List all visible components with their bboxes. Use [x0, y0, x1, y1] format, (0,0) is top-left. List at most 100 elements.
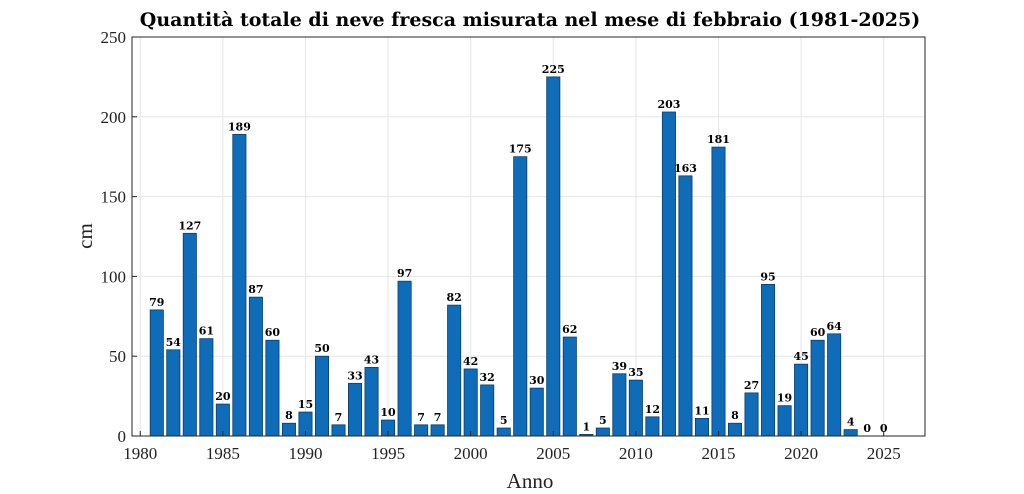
bar: [562, 336, 577, 437]
bar: [348, 382, 363, 437]
bar: [430, 424, 445, 437]
bar: [645, 416, 660, 437]
data-label: 8: [285, 409, 293, 422]
data-label: 12: [645, 403, 660, 416]
data-label: 82: [447, 291, 462, 304]
data-label: 203: [657, 98, 680, 111]
data-label: 35: [628, 366, 643, 379]
bar: [546, 76, 561, 437]
bar: [265, 339, 280, 437]
bar: [529, 387, 544, 437]
bar: [281, 422, 296, 437]
bar: [711, 146, 726, 437]
x-tick-label: 1985: [206, 444, 240, 463]
bar: [728, 422, 743, 437]
bar: [513, 156, 528, 437]
data-label: 163: [674, 162, 697, 175]
bar: [447, 304, 462, 437]
data-label: 32: [480, 371, 495, 384]
data-label: 95: [760, 270, 775, 283]
data-label: 79: [149, 296, 164, 309]
x-tick-label: 1990: [288, 444, 322, 463]
data-label: 7: [335, 411, 343, 424]
bar: [232, 133, 247, 437]
data-label: 127: [178, 219, 201, 232]
x-tick-label: 1980: [123, 444, 157, 463]
data-label: 8: [731, 409, 739, 422]
bar: [595, 427, 610, 437]
x-tick-label: 2005: [536, 444, 570, 463]
data-label: 33: [347, 369, 362, 382]
bar: [166, 349, 181, 437]
data-label: 181: [707, 133, 730, 146]
data-label: 5: [599, 414, 607, 427]
data-label: 10: [380, 406, 396, 419]
data-label: 62: [562, 323, 577, 336]
data-label: 5: [500, 414, 508, 427]
x-tick-label: 2000: [454, 444, 488, 463]
bar: [678, 175, 693, 437]
data-label: 50: [314, 342, 330, 355]
data-label: 175: [509, 143, 532, 156]
bar: [397, 280, 412, 437]
x-axis-label: Anno: [507, 469, 554, 493]
bar: [628, 379, 643, 437]
y-tick-label: 0: [118, 427, 127, 446]
bar: [694, 418, 709, 437]
data-label: 97: [397, 267, 412, 280]
data-label: 87: [248, 283, 263, 296]
data-label: 64: [826, 320, 842, 333]
data-label: 225: [542, 63, 565, 76]
bar: [149, 309, 164, 437]
data-label: 11: [694, 404, 709, 417]
y-axis-ticks: 0 50 100 150 200 250: [101, 28, 137, 446]
bar: [810, 339, 825, 437]
bar: [661, 111, 676, 437]
bar: [480, 384, 495, 437]
data-label: 27: [744, 379, 759, 392]
y-tick-label: 150: [101, 188, 127, 207]
x-tick-label: 2020: [784, 444, 818, 463]
y-axis-label: cm: [73, 223, 97, 249]
data-label: 20: [215, 390, 231, 403]
bars: [149, 76, 858, 437]
x-tick-label: 2025: [867, 444, 901, 463]
data-label: 4: [847, 416, 855, 429]
bar: [744, 392, 759, 437]
data-label: 45: [793, 350, 808, 363]
plot-frame: [131, 36, 926, 437]
bar: [248, 296, 263, 437]
data-label: 43: [364, 353, 379, 366]
bar: [612, 373, 627, 437]
y-tick-label: 200: [101, 108, 127, 127]
bar: [182, 232, 197, 437]
bar: [463, 368, 478, 437]
bar: [794, 363, 809, 437]
x-tick-label: 1995: [371, 444, 405, 463]
data-label: 42: [463, 355, 478, 368]
chart-title: Quantità totale di neve fresca misurata …: [140, 9, 920, 31]
data-label: 7: [434, 411, 442, 424]
x-tick-label: 2015: [701, 444, 735, 463]
bar: [199, 338, 214, 437]
x-axis-ticks: 1980 1985 1990 1995 2000 2005 2010 2015 2020 2025: [123, 431, 901, 463]
data-label: 60: [265, 326, 281, 339]
data-label: 30: [529, 374, 545, 387]
bar: [331, 424, 346, 437]
data-label: 7: [417, 411, 425, 424]
bar: [777, 405, 792, 437]
bar: [364, 366, 379, 437]
data-label: 1: [582, 420, 590, 433]
data-label: 0: [880, 422, 888, 435]
data-label: 61: [199, 325, 214, 338]
bar: [496, 427, 511, 437]
data-label: 60: [810, 326, 826, 339]
bar: [414, 424, 429, 437]
y-tick-label: 100: [101, 267, 127, 286]
x-tick-label: 2010: [619, 444, 653, 463]
y-tick-label: 50: [109, 347, 126, 366]
bar: [314, 355, 329, 437]
data-label: 54: [166, 336, 182, 349]
